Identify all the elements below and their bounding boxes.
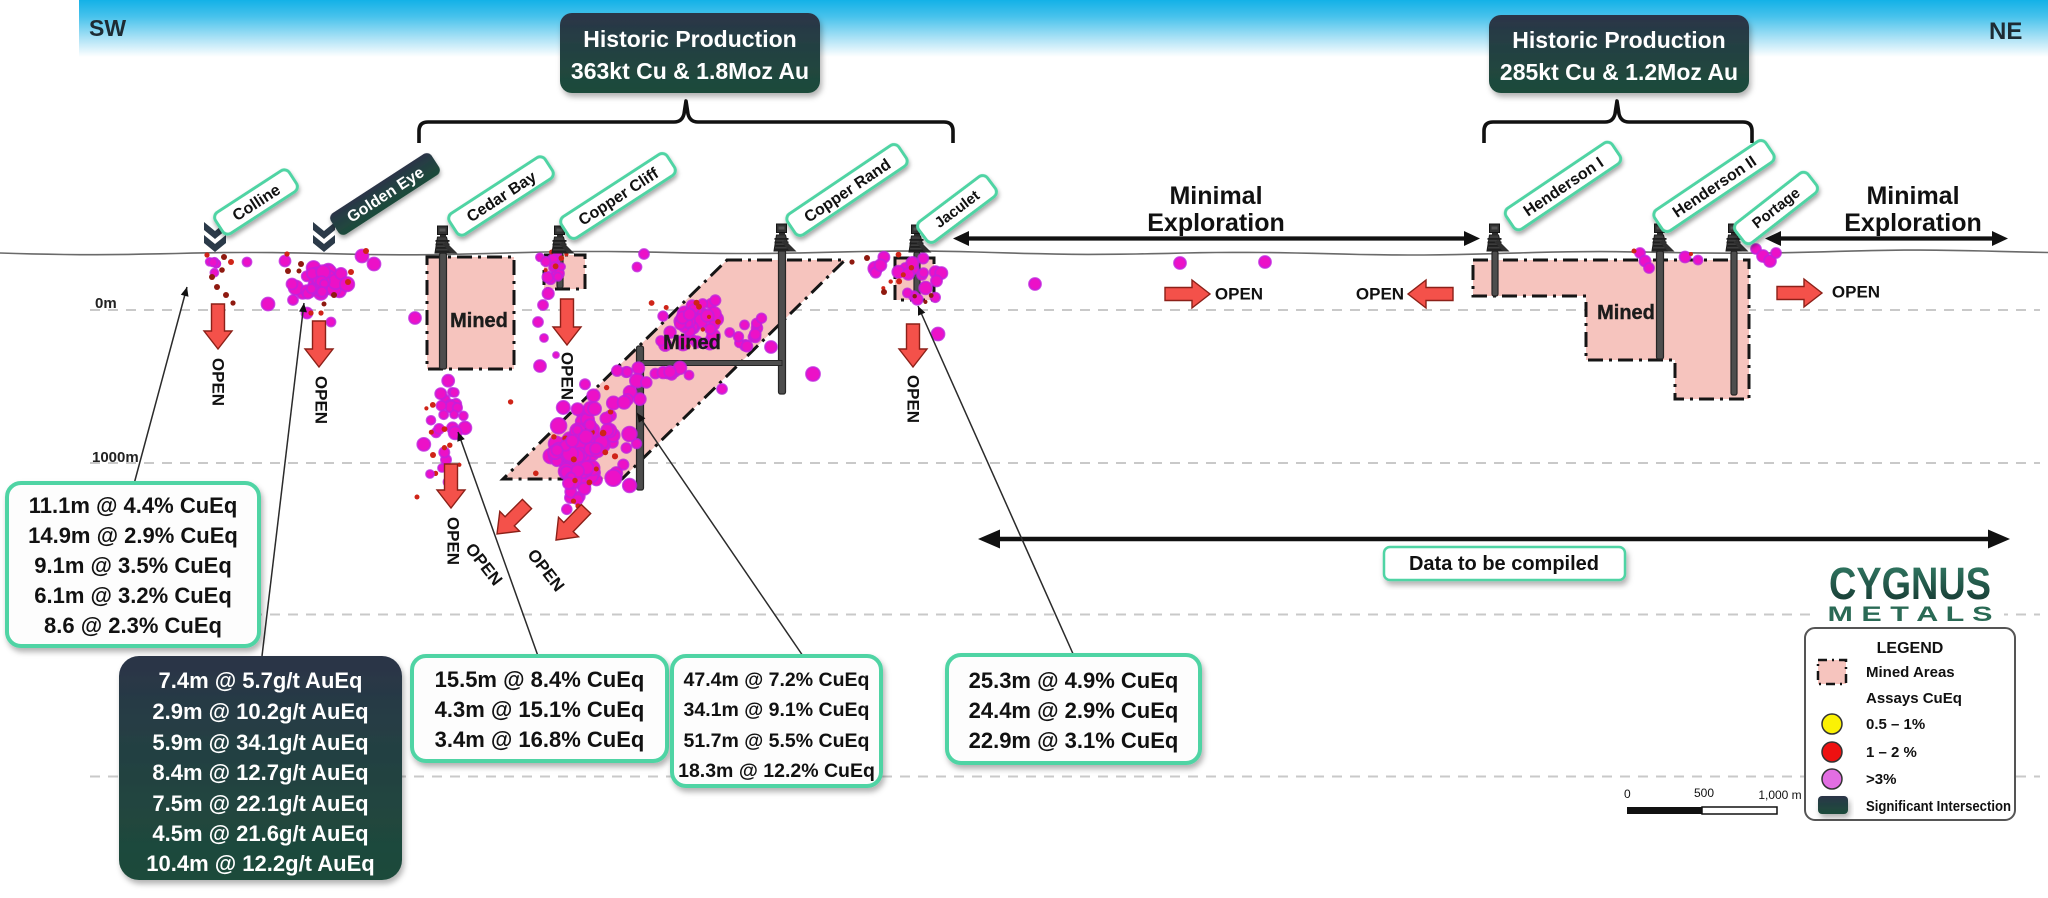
svg-text:Assays CuEq: Assays CuEq	[1866, 690, 1962, 707]
svg-text:18.3m @ 12.2% CuEq: 18.3m @ 12.2% CuEq	[678, 760, 875, 782]
svg-text:Mined: Mined	[663, 332, 721, 354]
svg-text:11.1m @ 4.4% CuEq: 11.1m @ 4.4% CuEq	[29, 493, 238, 518]
svg-text:OPEN: OPEN	[904, 375, 923, 423]
svg-text:OPEN: OPEN	[1215, 284, 1263, 303]
svg-text:Historic Production: Historic Production	[1512, 27, 1725, 53]
svg-text:Henderson I: Henderson I	[1521, 154, 1607, 220]
svg-text:500: 500	[1694, 786, 1714, 800]
svg-text:Exploration: Exploration	[1147, 209, 1285, 237]
svg-text:Data to be compiled: Data to be compiled	[1409, 553, 1599, 575]
svg-text:Henderson II: Henderson II	[1670, 153, 1760, 221]
svg-text:24.4m @ 2.9% CuEq: 24.4m @ 2.9% CuEq	[969, 698, 1179, 723]
svg-text:22.9m @ 3.1% CuEq: 22.9m @ 3.1% CuEq	[969, 728, 1179, 753]
svg-text:2.9m @ 10.2g/t AuEq: 2.9m @ 10.2g/t AuEq	[152, 699, 368, 724]
svg-text:1000m: 1000m	[92, 449, 139, 466]
svg-text:SW: SW	[89, 15, 126, 41]
svg-text:Significant Intersection: Significant Intersection	[1866, 798, 2011, 815]
svg-text:8.6 @ 2.3% CuEq: 8.6 @ 2.3% CuEq	[44, 613, 222, 638]
svg-text:51.7m @ 5.5% CuEq: 51.7m @ 5.5% CuEq	[684, 730, 870, 752]
svg-text:9.1m @ 3.5% CuEq: 9.1m @ 3.5% CuEq	[34, 553, 232, 578]
svg-text:OPEN: OPEN	[558, 352, 577, 400]
svg-text:NE: NE	[1989, 18, 2022, 45]
svg-text:1,000 m: 1,000 m	[1758, 788, 1801, 802]
svg-text:Mined: Mined	[450, 310, 508, 332]
svg-text:0m: 0m	[95, 295, 117, 312]
svg-text:OPEN: OPEN	[444, 517, 463, 565]
svg-text:285kt Cu & 1.2Moz Au: 285kt Cu & 1.2Moz Au	[1500, 59, 1738, 85]
svg-text:M E T A L S: M E T A L S	[1828, 603, 1993, 626]
svg-text:Copper Rand: Copper Rand	[801, 156, 894, 226]
svg-text:4.5m @ 21.6g/t AuEq: 4.5m @ 21.6g/t AuEq	[152, 821, 368, 846]
svg-text:OPEN: OPEN	[523, 546, 568, 596]
svg-text:LEGEND: LEGEND	[1877, 640, 1944, 657]
svg-text:Golden Eye: Golden Eye	[344, 164, 427, 226]
svg-text:363kt Cu & 1.8Moz Au: 363kt Cu & 1.8Moz Au	[571, 58, 809, 84]
svg-text:5.9m @ 34.1g/t AuEq: 5.9m @ 34.1g/t AuEq	[152, 730, 368, 755]
svg-text:Mined: Mined	[1597, 302, 1655, 324]
svg-text:8.4m @ 12.7g/t AuEq: 8.4m @ 12.7g/t AuEq	[152, 760, 368, 785]
svg-text:1 – 2 %: 1 – 2 %	[1866, 744, 1917, 761]
svg-text:3.4m @ 16.8% CuEq: 3.4m @ 16.8% CuEq	[435, 727, 645, 752]
svg-text:47.4m @ 7.2% CuEq: 47.4m @ 7.2% CuEq	[684, 669, 870, 691]
svg-text:25.3m @ 4.9% CuEq: 25.3m @ 4.9% CuEq	[969, 668, 1179, 693]
svg-text:>3%: >3%	[1866, 771, 1896, 788]
svg-text:6.1m @ 3.2% CuEq: 6.1m @ 3.2% CuEq	[34, 583, 232, 608]
svg-text:Exploration: Exploration	[1844, 209, 1982, 237]
svg-text:OPEN: OPEN	[209, 358, 228, 406]
svg-text:Historic Production: Historic Production	[583, 26, 796, 52]
svg-text:10.4m @ 12.2g/t AuEq: 10.4m @ 12.2g/t AuEq	[146, 851, 375, 876]
svg-text:7.5m @ 22.1g/t AuEq: 7.5m @ 22.1g/t AuEq	[152, 791, 368, 816]
svg-text:Minimal: Minimal	[1169, 182, 1262, 210]
svg-text:OPEN: OPEN	[1356, 284, 1404, 303]
svg-text:CYGNUS: CYGNUS	[1829, 558, 1991, 609]
svg-text:4.3m @ 15.1% CuEq: 4.3m @ 15.1% CuEq	[435, 697, 645, 722]
svg-text:34.1m @ 9.1% CuEq: 34.1m @ 9.1% CuEq	[684, 699, 870, 721]
svg-text:0.5 – 1%: 0.5 – 1%	[1866, 716, 1925, 733]
svg-text:OPEN: OPEN	[312, 376, 331, 424]
svg-text:Copper Cliff: Copper Cliff	[576, 165, 663, 229]
svg-text:0: 0	[1624, 787, 1631, 801]
svg-text:Mined Areas: Mined Areas	[1866, 664, 1955, 681]
svg-text:14.9m @ 2.9% CuEq: 14.9m @ 2.9% CuEq	[28, 523, 238, 548]
svg-text:7.4m @ 5.7g/t AuEq: 7.4m @ 5.7g/t AuEq	[158, 668, 362, 693]
svg-text:OPEN: OPEN	[1832, 282, 1880, 301]
svg-text:Minimal: Minimal	[1866, 182, 1959, 210]
svg-text:15.5m @ 8.4% CuEq: 15.5m @ 8.4% CuEq	[435, 667, 645, 692]
